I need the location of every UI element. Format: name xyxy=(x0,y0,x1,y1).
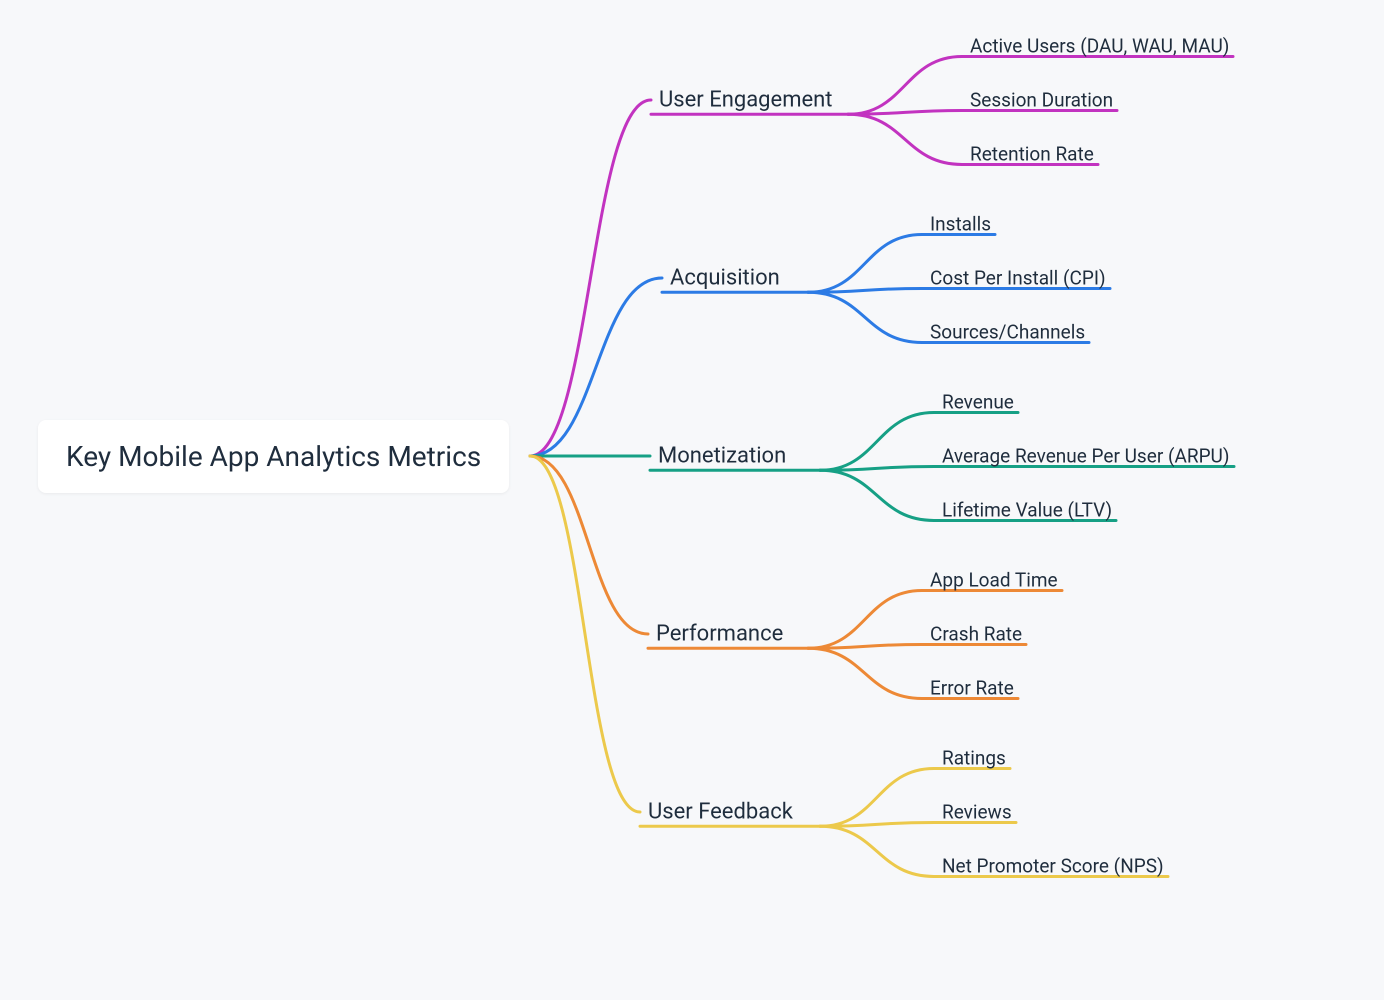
leaf-engagement-0: Active Users (DAU, WAU, MAU) xyxy=(970,35,1229,58)
connector-root-to-acquisition xyxy=(530,278,662,456)
root-node: Key Mobile App Analytics Metrics xyxy=(38,420,509,493)
leaf-feedback-0: Ratings xyxy=(942,747,1006,770)
leaf-acquisition-1: Cost Per Install (CPI) xyxy=(930,267,1106,290)
mindmap-connectors xyxy=(0,0,1384,1000)
branch-monetization: Monetization xyxy=(658,444,786,469)
connector-root-to-performance xyxy=(530,456,648,634)
connector-monetization-leaf-0 xyxy=(820,412,934,470)
leaf-acquisition-0: Installs xyxy=(930,213,991,236)
connector-engagement-leaf-0 xyxy=(848,56,962,114)
leaf-performance-0: App Load Time xyxy=(930,569,1058,592)
leaf-monetization-2: Lifetime Value (LTV) xyxy=(942,499,1112,522)
connector-feedback-leaf-2 xyxy=(820,826,934,876)
connector-root-to-engagement xyxy=(530,100,651,456)
connector-feedback-leaf-1 xyxy=(820,822,934,826)
leaf-acquisition-2: Sources/Channels xyxy=(930,321,1085,344)
connector-acquisition-leaf-1 xyxy=(808,288,922,292)
connector-acquisition-leaf-0 xyxy=(808,234,922,292)
leaf-engagement-2: Retention Rate xyxy=(970,143,1094,166)
connector-monetization-leaf-1 xyxy=(820,466,934,470)
connector-engagement-leaf-1 xyxy=(848,110,962,114)
branch-engagement: User Engagement xyxy=(659,88,833,113)
root-node-label: Key Mobile App Analytics Metrics xyxy=(66,440,481,473)
connector-root-to-feedback xyxy=(530,456,640,812)
leaf-feedback-1: Reviews xyxy=(942,801,1012,824)
mindmap-canvas: Key Mobile App Analytics Metrics User En… xyxy=(0,0,1384,1000)
connector-engagement-leaf-2 xyxy=(848,114,962,164)
branch-performance: Performance xyxy=(656,622,783,647)
leaf-monetization-1: Average Revenue Per User (ARPU) xyxy=(942,445,1230,468)
connector-feedback-leaf-0 xyxy=(820,768,934,826)
branch-acquisition: Acquisition xyxy=(670,266,780,291)
connector-performance-leaf-1 xyxy=(808,644,922,648)
leaf-monetization-0: Revenue xyxy=(942,391,1014,414)
branch-feedback: User Feedback xyxy=(648,800,793,825)
leaf-feedback-2: Net Promoter Score (NPS) xyxy=(942,855,1164,878)
connector-acquisition-leaf-2 xyxy=(808,292,922,342)
connector-performance-leaf-2 xyxy=(808,648,922,698)
leaf-engagement-1: Session Duration xyxy=(970,89,1113,112)
connector-performance-leaf-0 xyxy=(808,590,922,648)
leaf-performance-2: Error Rate xyxy=(930,677,1014,700)
connector-monetization-leaf-2 xyxy=(820,470,934,520)
leaf-performance-1: Crash Rate xyxy=(930,623,1022,646)
